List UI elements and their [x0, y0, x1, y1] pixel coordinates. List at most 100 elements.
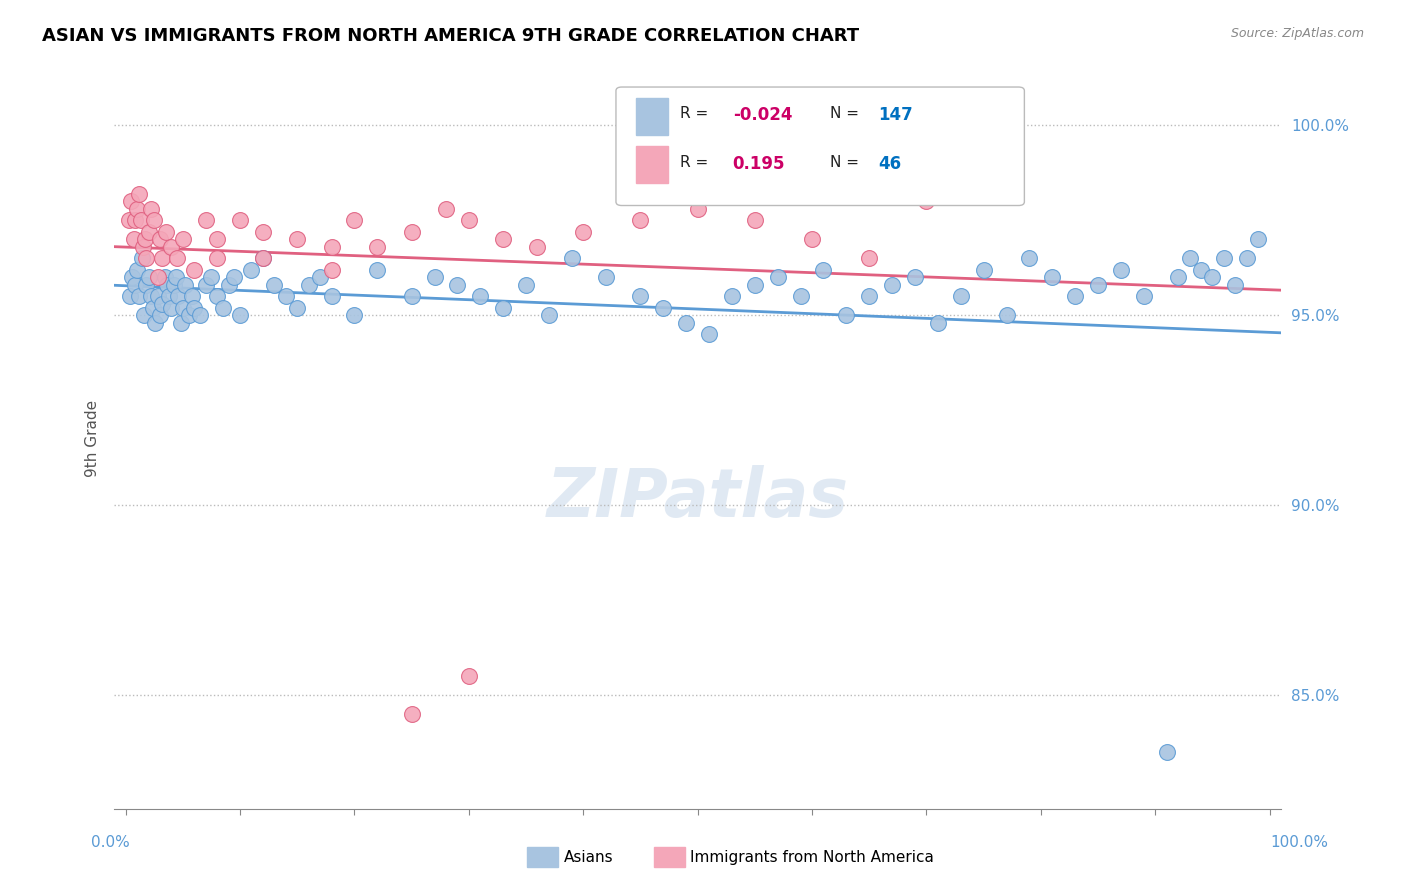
- Point: [194, 213, 217, 227]
- Point: [134, 232, 156, 246]
- Point: [132, 240, 155, 254]
- Point: [183, 262, 205, 277]
- Point: [1167, 270, 1189, 285]
- Point: [492, 232, 515, 246]
- Point: [401, 225, 423, 239]
- Point: [224, 270, 246, 285]
- Point: [163, 277, 186, 292]
- Text: 0.0%: 0.0%: [91, 836, 131, 850]
- Point: [858, 252, 880, 266]
- Bar: [636, 146, 668, 183]
- Point: [132, 309, 155, 323]
- Point: [285, 232, 308, 246]
- Point: [1225, 277, 1247, 292]
- Text: Immigrants from North America: Immigrants from North America: [690, 850, 934, 864]
- Point: [813, 262, 835, 277]
- Point: [915, 194, 938, 209]
- Point: [675, 316, 697, 330]
- Point: [630, 213, 652, 227]
- Point: [169, 316, 191, 330]
- Point: [240, 262, 263, 277]
- Point: [457, 669, 479, 683]
- Text: ASIAN VS IMMIGRANTS FROM NORTH AMERICA 9TH GRADE CORRELATION CHART: ASIAN VS IMMIGRANTS FROM NORTH AMERICA 9…: [42, 27, 859, 45]
- Point: [882, 277, 904, 292]
- Point: [167, 289, 190, 303]
- Point: [1212, 252, 1234, 266]
- Point: [157, 289, 180, 303]
- Point: [252, 252, 274, 266]
- Point: [252, 252, 274, 266]
- Point: [835, 309, 858, 323]
- Point: [721, 289, 744, 303]
- Point: [285, 301, 308, 315]
- Point: [492, 301, 515, 315]
- Point: [321, 262, 343, 277]
- Point: [423, 270, 446, 285]
- Point: [766, 270, 789, 285]
- Point: [135, 252, 157, 266]
- Point: [298, 277, 321, 292]
- Point: [1201, 270, 1223, 285]
- Point: [366, 262, 388, 277]
- Point: [166, 252, 188, 266]
- Point: [172, 232, 194, 246]
- Point: [744, 213, 766, 227]
- Point: [1247, 232, 1270, 246]
- Point: [149, 232, 172, 246]
- Point: [537, 309, 560, 323]
- Point: [142, 301, 165, 315]
- Point: [139, 289, 162, 303]
- Point: [321, 289, 343, 303]
- Point: [321, 240, 343, 254]
- Point: [150, 297, 173, 311]
- Point: [125, 202, 148, 216]
- Point: [150, 252, 173, 266]
- Point: [229, 309, 252, 323]
- Point: [218, 277, 240, 292]
- Point: [146, 270, 169, 285]
- Point: [1236, 252, 1258, 266]
- Point: [181, 289, 204, 303]
- Point: [160, 240, 183, 254]
- Point: [686, 202, 709, 216]
- Point: [927, 316, 949, 330]
- FancyBboxPatch shape: [616, 87, 1025, 205]
- Point: [121, 270, 143, 285]
- Point: [401, 289, 423, 303]
- Point: [149, 309, 172, 323]
- Text: 100.0%: 100.0%: [1271, 836, 1329, 850]
- Text: R =: R =: [681, 105, 713, 120]
- Text: ZIPatlas: ZIPatlas: [547, 465, 849, 531]
- Point: [212, 301, 235, 315]
- Point: [801, 232, 824, 246]
- Point: [401, 707, 423, 722]
- Text: 147: 147: [879, 105, 914, 124]
- Point: [1109, 262, 1132, 277]
- Point: [789, 289, 811, 303]
- Point: [120, 194, 142, 209]
- Point: [470, 289, 492, 303]
- Text: -0.024: -0.024: [733, 105, 792, 124]
- Point: [457, 213, 479, 227]
- Point: [122, 232, 145, 246]
- Point: [124, 213, 146, 227]
- Point: [143, 213, 166, 227]
- Point: [697, 327, 720, 342]
- Point: [155, 225, 177, 239]
- Point: [858, 289, 880, 303]
- Point: [125, 262, 148, 277]
- Point: [128, 289, 150, 303]
- Point: [1156, 745, 1178, 759]
- Point: [434, 202, 457, 216]
- Text: Asians: Asians: [564, 850, 613, 864]
- Point: [172, 301, 194, 315]
- Point: [145, 316, 167, 330]
- Point: [561, 252, 583, 266]
- Point: [652, 301, 675, 315]
- Y-axis label: 9th Grade: 9th Grade: [86, 401, 100, 477]
- Point: [194, 277, 217, 292]
- Point: [156, 277, 179, 292]
- Point: [200, 270, 222, 285]
- Point: [146, 289, 169, 303]
- Point: [630, 289, 652, 303]
